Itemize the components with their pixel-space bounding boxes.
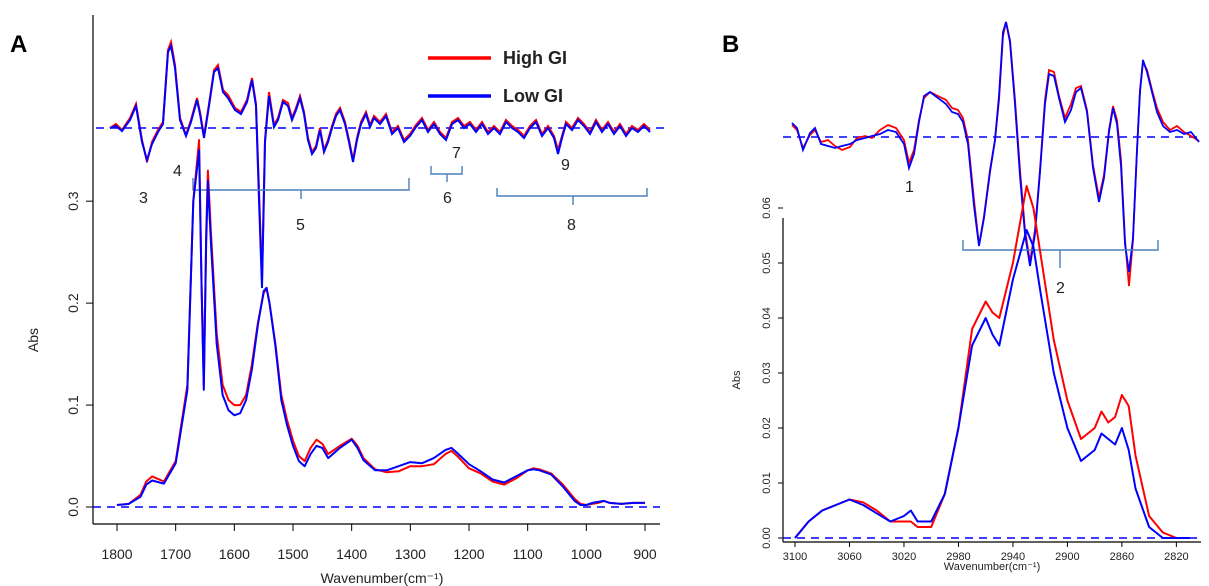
- panel-b-x-label: Wavenumber(cm⁻¹): [944, 561, 1040, 573]
- panel-b-y-label: Abs: [731, 370, 743, 389]
- panel-a-x-tick-label: 1700: [160, 546, 191, 562]
- band-label-5: 5: [296, 217, 305, 234]
- panel-a-y-tick-label: 0.2: [65, 293, 81, 313]
- panel-a-x-tick-label: 1500: [277, 546, 308, 562]
- panel-a-legend: High GI Low GI: [428, 48, 567, 106]
- panel-b-y-tick-label: 0.05: [761, 252, 773, 273]
- panel-b-x-tick-label: 2940: [1001, 551, 1025, 563]
- panel-a-x-tick-label: 1100: [513, 546, 543, 562]
- band-label-8: 8: [567, 217, 576, 234]
- legend-label-high-gi: High GI: [503, 48, 567, 68]
- panel-a-x-tick-label: 1400: [336, 546, 367, 562]
- panel-b-y-tick-label: 0.06: [761, 197, 773, 218]
- band-label-6: 6: [443, 190, 452, 207]
- panel-a-x-tick-label: 900: [633, 546, 657, 562]
- panel-b-x-tick-label: 2900: [1055, 551, 1079, 563]
- panel-b-x-tick-label: 3060: [837, 551, 861, 563]
- panel-b-y-tick-label: 0.04: [761, 307, 773, 328]
- panel-b: B 1 2 3100 3060 3020 2980 2940 2900 2860 2820 0.…: [722, 21, 1201, 573]
- panel-a-x-tick-label: 1300: [395, 546, 426, 562]
- band-label-1: 1: [905, 179, 914, 196]
- panel-b-line-high-gi: [794, 185, 1190, 539]
- panel-a-y-tick-label: 0.1: [65, 395, 81, 415]
- panel-a-x-label: Wavenumber(cm⁻¹): [321, 570, 444, 586]
- panel-b-x-tick-label: 2820: [1164, 551, 1188, 563]
- bracket-2: [962, 240, 1159, 268]
- panel-a-y-label: Abs: [25, 328, 41, 352]
- panel-b-y-tick-label: 0.00: [761, 527, 773, 548]
- bracket-5: [192, 178, 410, 199]
- panel-a-brackets: [192, 166, 648, 205]
- band-label-7: 7: [452, 145, 461, 162]
- panel-a-y-tick-label: 0.3: [65, 191, 81, 211]
- panel-b-letter: B: [722, 31, 739, 58]
- band-label-2: 2: [1056, 280, 1065, 297]
- panel-a-ticks: 1800 1700 1600 1500 1400 1300 1200 1100 1000 900 0…: [65, 191, 657, 562]
- panel-a-y-tick-label: 0.0: [65, 497, 81, 517]
- bracket-6: [430, 166, 463, 182]
- panel-a-x-tick-label: 1000: [571, 546, 602, 562]
- panel-b-y-tick-label: 0.03: [761, 362, 773, 383]
- panel-a-letter: A: [10, 31, 27, 58]
- panel-a-x-tick-label: 1800: [101, 546, 132, 562]
- band-label-4: 4: [173, 163, 182, 180]
- panel-b-x-tick-label: 3020: [892, 551, 916, 563]
- panel-b-x-tick-label: 2980: [946, 551, 970, 563]
- band-label-3: 3: [139, 190, 148, 207]
- panel-a-x-tick-label: 1600: [219, 546, 250, 562]
- legend-label-low-gi: Low GI: [503, 86, 563, 106]
- panel-a-x-tick-label: 1200: [453, 546, 484, 562]
- panel-a-series: [116, 139, 645, 506]
- panel-b-x-tick-label: 2860: [1110, 551, 1134, 563]
- panel-b-ticks: 3100 3060 3020 2980 2940 2900 2860 2820 0.00 0.01…: [761, 197, 1189, 563]
- panel-b-y-tick-label: 0.01: [761, 472, 773, 493]
- panel-b-x-tick-label: 3100: [783, 551, 807, 563]
- panel-a: A 3 4 5 6 7 8 9 High GI Low GI 1800 1700 1…: [10, 15, 665, 586]
- panel-b-deriv-high-gi: [791, 21, 1200, 287]
- panel-a-line-high-gi: [116, 139, 645, 506]
- panel-b-series: [794, 185, 1190, 539]
- panel-a-deriv-low-gi: [109, 42, 651, 289]
- panel-a-line-low-gi: [116, 149, 645, 506]
- bracket-8: [496, 188, 648, 205]
- panel-b-deriv-low-gi: [791, 21, 1200, 273]
- panel-b-y-tick-label: 0.02: [761, 417, 773, 438]
- band-label-9: 9: [561, 157, 570, 174]
- panel-b-line-low-gi: [794, 229, 1190, 539]
